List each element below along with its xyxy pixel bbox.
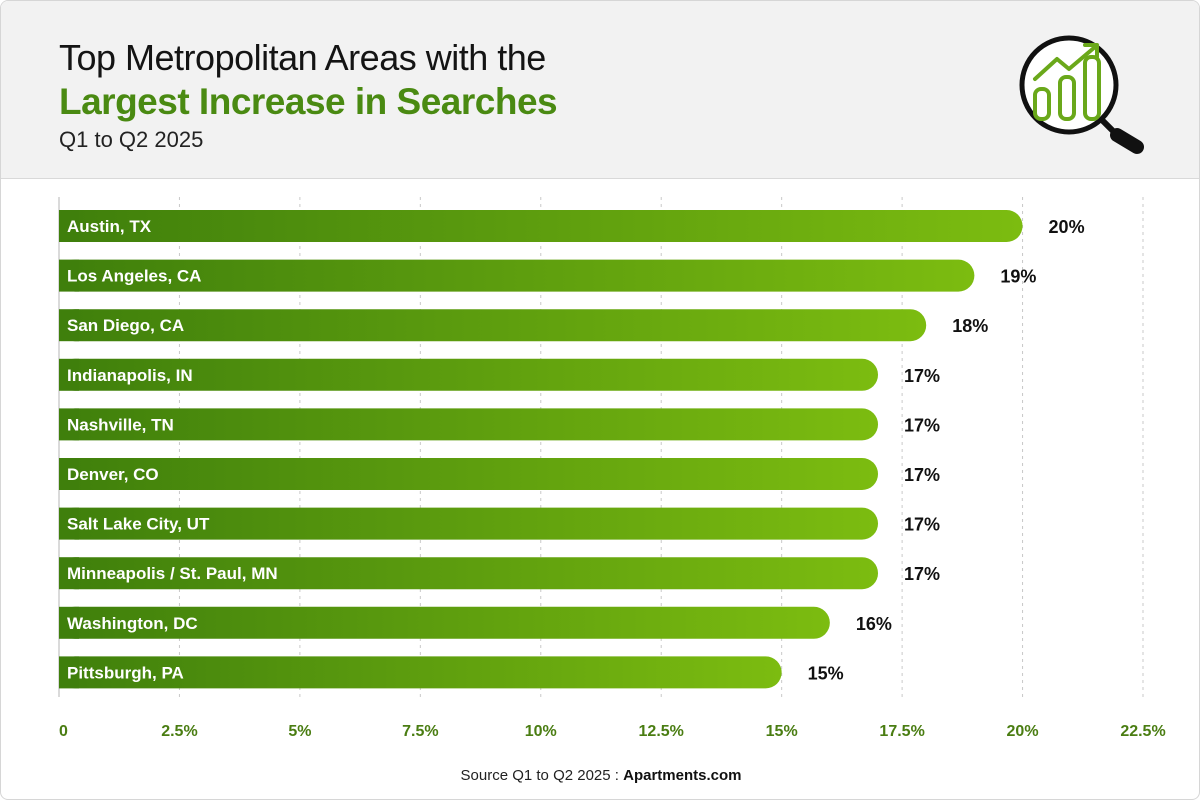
bar-left-cap — [59, 458, 79, 490]
bar — [59, 606, 830, 639]
bar — [59, 507, 879, 540]
bar-category-label: San Diego, CA — [67, 316, 184, 335]
source-note: Source Q1 to Q2 2025 : Apartments.com — [1, 767, 1199, 784]
x-tick-label: 10% — [525, 723, 557, 740]
bar-category-label: Los Angeles, CA — [67, 267, 201, 286]
bar-row: Indianapolis, IN 17% — [59, 358, 940, 391]
bar-left-cap — [59, 358, 79, 391]
bar-value-label: 16% — [856, 614, 892, 634]
bar — [59, 358, 879, 391]
x-tick-label: 5% — [288, 723, 311, 740]
bar-row: San Diego, CA 18% — [59, 309, 988, 342]
x-axis-ticks: 0 2.5% 5% 7.5% 10% 12.5% 15% 17.5% 20% 22.5% — [59, 723, 1166, 740]
bar-category-label: Washington, DC — [67, 614, 198, 633]
bar — [59, 259, 975, 292]
x-tick-label: 15% — [766, 723, 798, 740]
title-line-2: Largest Increase in Searches — [59, 81, 558, 122]
bar-category-label: Nashville, TN — [67, 415, 174, 434]
magnifier-growth-chart-icon — [1019, 35, 1144, 154]
bar-value-label: 17% — [904, 366, 940, 386]
bar — [59, 458, 879, 490]
x-tick-label: 22.5% — [1120, 723, 1165, 740]
bar-category-label: Salt Lake City, UT — [67, 515, 210, 534]
bar-left-cap — [59, 408, 79, 441]
x-tick-label: 7.5% — [402, 723, 438, 740]
x-tick-label: 17.5% — [879, 723, 924, 740]
bars: Austin, TX 20% Los Angeles, CA 19% San Diego… — [59, 210, 1085, 689]
bar-row: Pittsburgh, PA 15% — [59, 656, 844, 689]
x-tick-label: 20% — [1007, 723, 1039, 740]
title-line-1: Top Metropolitan Areas with the — [59, 37, 546, 78]
bar-row: Nashville, TN 17% — [59, 408, 940, 441]
bar-category-label: Denver, CO — [67, 465, 159, 484]
source-brand: Apartments.com — [623, 767, 742, 784]
bar-value-label: 19% — [1000, 267, 1036, 287]
bar-row: Los Angeles, CA 19% — [59, 259, 1036, 292]
bar-left-cap — [59, 606, 79, 639]
bar-row: Minneapolis / St. Paul, MN 17% — [59, 557, 940, 590]
bar-category-label: Minneapolis / St. Paul, MN — [67, 564, 278, 583]
bar-left-cap — [59, 507, 79, 540]
bar-value-label: 17% — [904, 465, 940, 485]
bar-value-label: 18% — [952, 316, 988, 336]
bar-value-label: 15% — [808, 663, 844, 683]
bar-chart: Austin, TX 20% Los Angeles, CA 19% San Diego… — [58, 197, 1166, 740]
bar — [59, 656, 782, 689]
source-prefix: Source Q1 to Q2 2025 : — [460, 767, 624, 784]
bar-row: Salt Lake City, UT 17% — [59, 507, 940, 540]
bar-value-label: 17% — [904, 415, 940, 435]
bar-row: Washington, DC 16% — [59, 606, 892, 639]
bar-value-label: 20% — [1049, 217, 1085, 237]
bar — [59, 210, 1023, 242]
bar-left-cap — [59, 557, 79, 590]
x-tick-label: 12.5% — [639, 723, 684, 740]
header: Top Metropolitan Areas with the Largest … — [1, 1, 1199, 179]
bar-left-cap — [59, 259, 79, 292]
bar-left-cap — [59, 210, 79, 242]
bar — [59, 408, 879, 441]
bar-value-label: 17% — [904, 564, 940, 584]
bar-row: Austin, TX 20% — [59, 210, 1085, 242]
bar — [59, 557, 879, 590]
bar-row: Denver, CO 17% — [59, 458, 940, 490]
x-tick-label: 0 — [59, 723, 68, 740]
subtitle: Q1 to Q2 2025 — [59, 127, 204, 152]
bar-left-cap — [59, 656, 79, 689]
bar-value-label: 17% — [904, 515, 940, 535]
bar-category-label: Austin, TX — [67, 217, 152, 236]
bar-category-label: Pittsburgh, PA — [67, 663, 184, 682]
bar-left-cap — [59, 309, 79, 342]
bar-category-label: Indianapolis, IN — [67, 366, 193, 385]
bar — [59, 309, 927, 342]
x-tick-label: 2.5% — [161, 723, 197, 740]
